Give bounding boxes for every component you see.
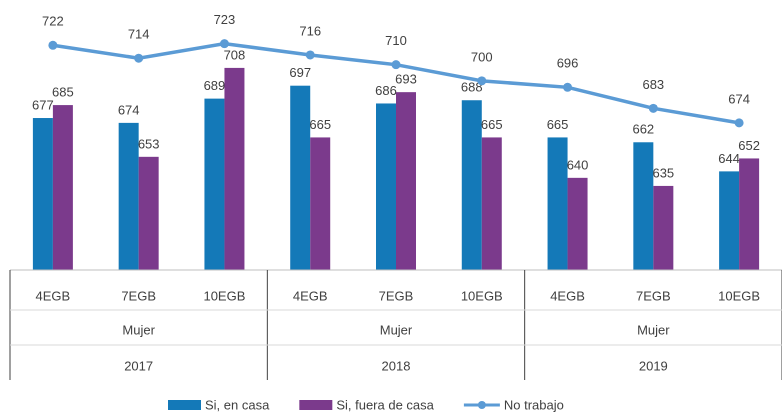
data-label: 665 <box>547 117 569 132</box>
x-tick-label: 7EGB <box>379 288 414 303</box>
bar <box>653 185 674 270</box>
line-point <box>477 76 487 86</box>
legend-label: Si, fuera de casa <box>336 397 434 412</box>
bar <box>204 98 225 270</box>
bar <box>118 122 139 270</box>
data-label: 677 <box>32 97 54 112</box>
legend-marker <box>477 401 486 409</box>
line-point <box>134 53 144 63</box>
legend-label: Si, en casa <box>205 397 270 412</box>
bar <box>310 137 331 270</box>
data-label: 674 <box>728 91 750 106</box>
bar <box>396 92 416 270</box>
data-label: 708 <box>224 47 246 62</box>
data-label: 688 <box>461 80 483 95</box>
legend-label: No trabajo <box>504 397 564 412</box>
data-label: 700 <box>471 49 493 64</box>
data-label: 686 <box>375 83 397 98</box>
bar <box>224 67 245 270</box>
x-tick-label: 10EGB <box>718 288 760 303</box>
bar <box>461 100 482 270</box>
bar <box>719 171 740 270</box>
data-label: 710 <box>385 33 407 48</box>
line-point <box>48 40 58 50</box>
data-label: 716 <box>299 23 321 38</box>
x-tick-label: 7EGB <box>121 288 156 303</box>
year-label: 2017 <box>124 358 153 373</box>
data-label: 685 <box>52 85 74 100</box>
line-point <box>391 60 401 70</box>
bar <box>376 103 396 270</box>
data-label: 696 <box>557 56 579 71</box>
data-label: 652 <box>738 138 760 153</box>
bar <box>739 158 760 270</box>
legend-swatch <box>168 400 201 410</box>
bar <box>32 118 53 270</box>
data-label: 653 <box>138 136 160 151</box>
data-label: 722 <box>42 14 64 29</box>
bar <box>567 177 588 270</box>
data-label: 689 <box>204 78 226 93</box>
data-label: 723 <box>214 12 236 27</box>
data-label: 665 <box>309 117 331 132</box>
bar <box>633 142 654 270</box>
data-label: 697 <box>289 65 311 80</box>
line-point <box>648 103 658 113</box>
bar <box>481 137 502 270</box>
x-tick-label: 7EGB <box>636 288 671 303</box>
x-tick-label: 10EGB <box>461 288 503 303</box>
group-label: Mujer <box>122 322 155 337</box>
x-tick-label: 10EGB <box>203 288 245 303</box>
data-label: 662 <box>632 122 654 137</box>
data-label: 665 <box>481 117 503 132</box>
x-tick-label: 4EGB <box>550 288 585 303</box>
x-tick-label: 4EGB <box>293 288 328 303</box>
year-label: 2018 <box>382 358 411 373</box>
line-point <box>734 118 744 128</box>
data-label: 644 <box>718 151 740 166</box>
bar <box>547 137 568 270</box>
data-label: 683 <box>642 77 664 92</box>
group-label: Mujer <box>380 322 413 337</box>
line-point <box>219 39 229 49</box>
data-label: 674 <box>118 102 140 117</box>
data-label: 693 <box>395 72 417 87</box>
data-label: 714 <box>128 27 150 42</box>
data-label: 640 <box>567 157 589 172</box>
bar <box>138 156 159 270</box>
bar <box>290 85 311 270</box>
x-tick-label: 4EGB <box>36 288 71 303</box>
legend-swatch <box>299 400 333 410</box>
line-point <box>305 50 315 60</box>
line-point <box>563 82 573 92</box>
bar <box>52 105 73 271</box>
group-label: Mujer <box>637 322 670 337</box>
year-label: 2019 <box>639 358 668 373</box>
data-label: 635 <box>652 165 674 180</box>
